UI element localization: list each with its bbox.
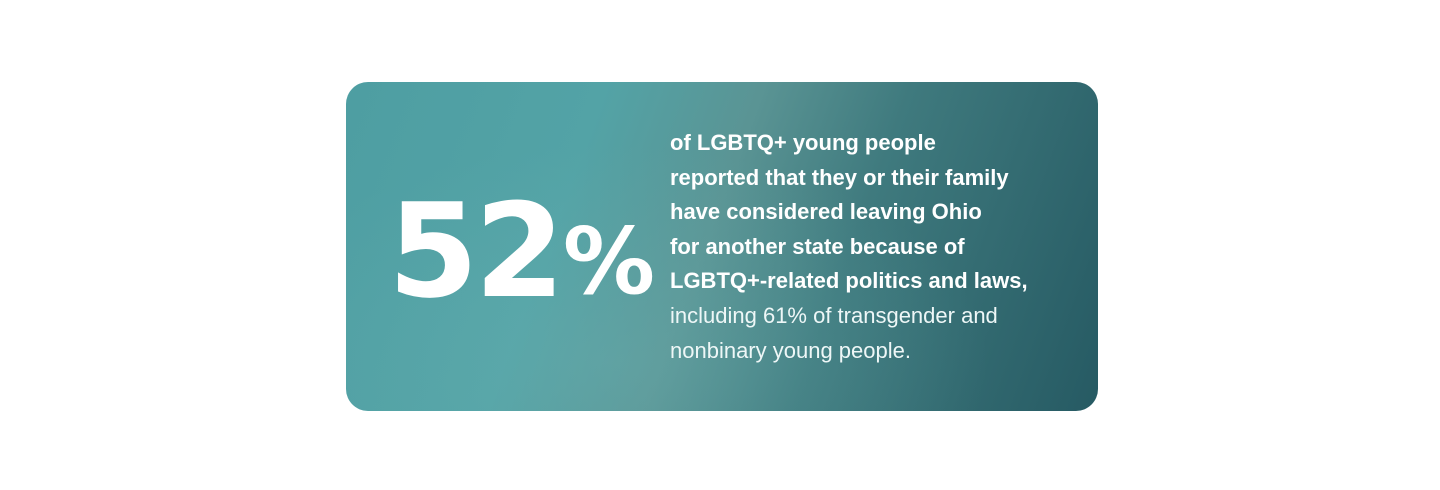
stat-figure: 52 % [388, 175, 655, 327]
description-line: reported that they or their family [670, 164, 1009, 190]
description-line: of LGBTQ+ young people [670, 130, 936, 155]
stat-card: 52 % of LGBTQ+ young people reported tha… [346, 82, 1098, 411]
description-line: nonbinary young people. [670, 337, 911, 363]
description-line: for another state because of [670, 233, 965, 259]
stat-number: 52 [388, 175, 565, 327]
description-line: have considered leaving Ohio [670, 199, 982, 225]
stat-percent-sign: % [562, 208, 655, 315]
stat-description: of LGBTQ+ young people reported that the… [670, 126, 1070, 368]
description-line: including 61% of transgender and [670, 302, 998, 328]
description-line: LGBTQ+-related politics and laws, [670, 268, 1028, 294]
